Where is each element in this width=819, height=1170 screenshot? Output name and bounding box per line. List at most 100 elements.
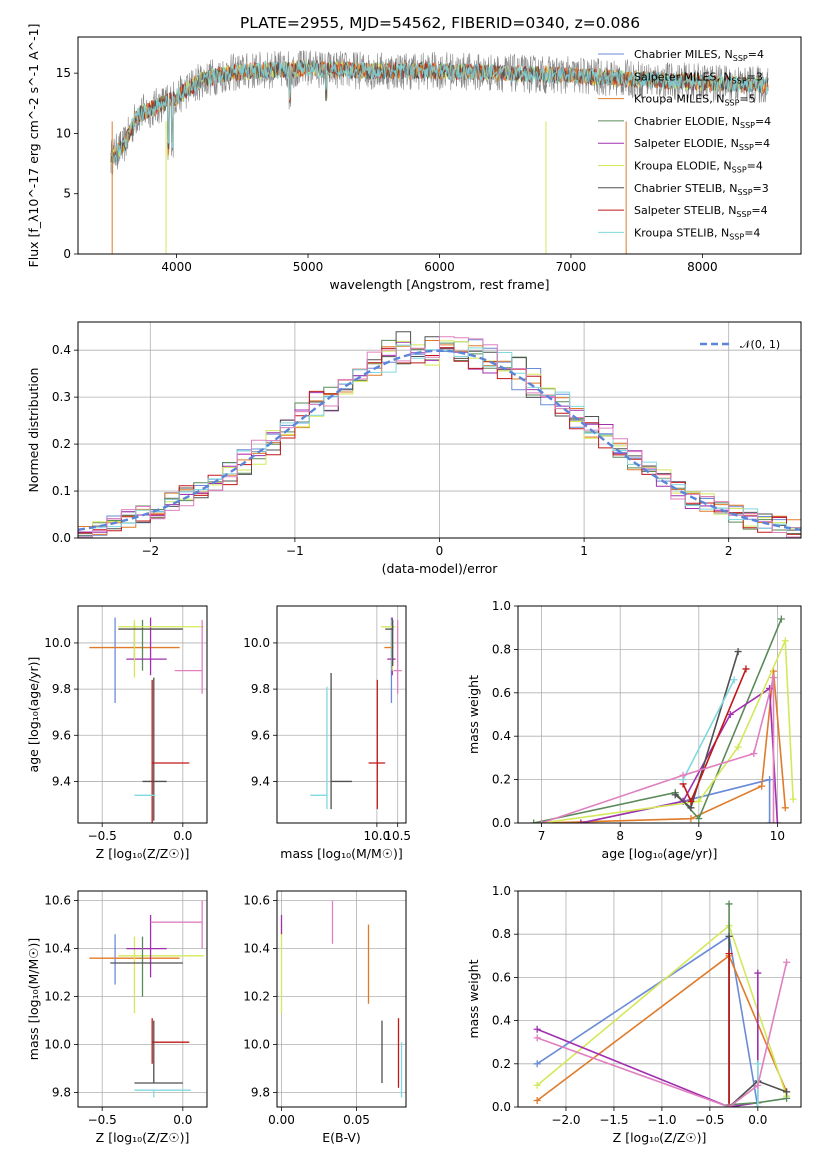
x-tick-label: −0.5 bbox=[88, 829, 117, 843]
y-tick-label: 9.8 bbox=[52, 682, 71, 696]
y-axis-label: Flux [f_λ10^-17 erg cm^-2 s^-1 A^-1] bbox=[26, 24, 41, 268]
mass-weight-series bbox=[541, 640, 794, 823]
x-tick-label: −0.5 bbox=[695, 1113, 724, 1127]
age-vs-Z-panel: −0.5 0.0 9.4 9.6 9.8 10.0 Z [log₁₀(Z/Z☉)] age [… bbox=[26, 605, 208, 861]
data-point bbox=[687, 804, 695, 812]
x-tick-label: 5000 bbox=[293, 260, 324, 274]
y-tick-label: 0.2 bbox=[52, 437, 71, 451]
mass-vs-Z-plot-area bbox=[89, 900, 204, 1098]
x-axis-label: age [log₁₀(age/yr)] bbox=[602, 846, 718, 861]
legend-subscript: SSP bbox=[736, 210, 751, 219]
legend-count: =4 bbox=[748, 48, 764, 61]
legend-subscript: SSP bbox=[739, 143, 754, 152]
x-tick-label: 0.0 bbox=[748, 1113, 767, 1127]
mass-vs-ebv-panel: 0.00 0.05 9.8 10.0 10.2 10.4 10.6 E(B-V) bbox=[243, 890, 407, 1145]
legend-subscript: SSP bbox=[732, 76, 747, 85]
x-tick-label: 9 bbox=[695, 829, 703, 843]
y-tick-label: 0.4 bbox=[52, 343, 71, 357]
data-point bbox=[758, 782, 766, 790]
y-tick-label: 10.4 bbox=[243, 942, 270, 956]
data-point bbox=[734, 648, 742, 656]
y-tick-label: 9.4 bbox=[52, 774, 71, 788]
data-point bbox=[533, 1025, 541, 1033]
legend-count: =5 bbox=[739, 93, 755, 106]
data-point bbox=[754, 1060, 762, 1068]
data-point bbox=[781, 637, 789, 645]
y-tick-label: 10 bbox=[56, 126, 71, 140]
data-point bbox=[730, 676, 738, 684]
x-tick-label: 0.05 bbox=[343, 1113, 370, 1127]
data-point bbox=[734, 743, 742, 751]
x-tick-label: 0.0 bbox=[173, 1113, 192, 1127]
data-point bbox=[695, 797, 703, 805]
x-tick-label: 2 bbox=[725, 544, 733, 558]
y-tick-label: 0.6 bbox=[492, 970, 511, 984]
axes-frame bbox=[77, 36, 802, 255]
legend-count: =4 bbox=[755, 115, 771, 128]
mass-weight-series bbox=[541, 671, 787, 823]
spectrum-plot-area bbox=[110, 50, 769, 254]
x-tick-label: 0 bbox=[436, 544, 444, 558]
y-tick-label: 9.8 bbox=[251, 1086, 270, 1100]
spectrum-panel: 4000 5000 6000 7000 8000 0 5 10 15 wavelength [An… bbox=[26, 24, 802, 292]
data-point bbox=[766, 776, 774, 784]
data-point bbox=[777, 615, 785, 623]
y-axis-label: mass weight bbox=[466, 959, 481, 1038]
y-tick-label: 0 bbox=[63, 247, 71, 261]
y-tick-label: 10.0 bbox=[44, 1038, 71, 1052]
legend-entry: Chabrier STELIB, NSSP=3 bbox=[634, 182, 769, 197]
x-tick-label: 0.0 bbox=[173, 829, 192, 843]
y-tick-label: 0.1 bbox=[52, 484, 71, 498]
data-point bbox=[754, 1081, 762, 1089]
legend-entry: Kroupa ELODIE, NSSP=4 bbox=[634, 160, 763, 175]
x-tick-label: −1.0 bbox=[647, 1113, 676, 1127]
y-axis-label: age [log₁₀(age/yr)] bbox=[26, 657, 41, 773]
data-point bbox=[538, 819, 546, 823]
y-tick-label: 15 bbox=[56, 66, 71, 80]
legend-count: =4 bbox=[754, 137, 770, 150]
legend-entry: Kroupa STELIB, NSSP=4 bbox=[634, 226, 760, 241]
data-point bbox=[754, 1103, 762, 1107]
y-tick-label: 10.0 bbox=[44, 636, 71, 650]
legend-entry: Chabrier ELODIE, NSSP=4 bbox=[634, 115, 771, 130]
axes-frame bbox=[77, 321, 802, 539]
legend-subscript: SSP bbox=[732, 166, 747, 175]
massweight-vs-Z-plot-area bbox=[533, 900, 791, 1107]
residuals-plot-area bbox=[78, 331, 801, 538]
normal-curve bbox=[78, 349, 801, 531]
data-point bbox=[769, 674, 777, 682]
data-point bbox=[679, 771, 687, 779]
y-tick-label: 9.6 bbox=[251, 728, 270, 742]
x-tick-label: 8000 bbox=[687, 260, 718, 274]
y-tick-label: 10.6 bbox=[243, 894, 270, 908]
y-tick-label: 10.0 bbox=[243, 1038, 270, 1052]
figure-title: PLATE=2955, MJD=54562, FIBERID=0340, z=0… bbox=[240, 14, 640, 32]
y-tick-label: 0.8 bbox=[492, 642, 511, 656]
x-tick-label: −1.5 bbox=[599, 1113, 628, 1127]
mass-weight-series bbox=[536, 973, 759, 1107]
data-point bbox=[687, 815, 695, 823]
x-tick-label: −2.0 bbox=[551, 1113, 580, 1127]
y-tick-label: 0.0 bbox=[492, 1100, 511, 1114]
y-axis-label: mass weight bbox=[466, 675, 481, 754]
legend-subscript: SSP bbox=[740, 121, 755, 130]
data-point bbox=[766, 819, 774, 823]
y-tick-label: 10.2 bbox=[243, 990, 270, 1004]
y-tick-label: 9.8 bbox=[251, 682, 270, 696]
x-axis-label: mass [log₁₀(M/M☉)] bbox=[280, 846, 402, 861]
data-point bbox=[533, 1097, 541, 1105]
x-axis-label: E(B-V) bbox=[322, 1130, 361, 1145]
y-tick-label: 0.4 bbox=[492, 729, 511, 743]
data-point bbox=[783, 1088, 791, 1096]
x-axis-label: wavelength [Angstrom, rest frame] bbox=[329, 277, 549, 292]
age-vs-Z-plot-area bbox=[89, 617, 204, 823]
massweight-vs-Z-panel: −2.0 −1.5 −1.0 −0.5 0.0 0.0 0.2 0.4 0.6 0.8 1.0 Z [… bbox=[466, 884, 802, 1145]
y-tick-label: 0.8 bbox=[492, 927, 511, 941]
x-tick-label: 6000 bbox=[424, 260, 455, 274]
x-tick-label: 10 bbox=[770, 829, 785, 843]
y-axis-label: Normed distribution bbox=[26, 368, 41, 493]
x-tick-label: 4000 bbox=[161, 260, 192, 274]
x-axis-label: Z [log₁₀(Z/Z☉)] bbox=[96, 1130, 190, 1145]
